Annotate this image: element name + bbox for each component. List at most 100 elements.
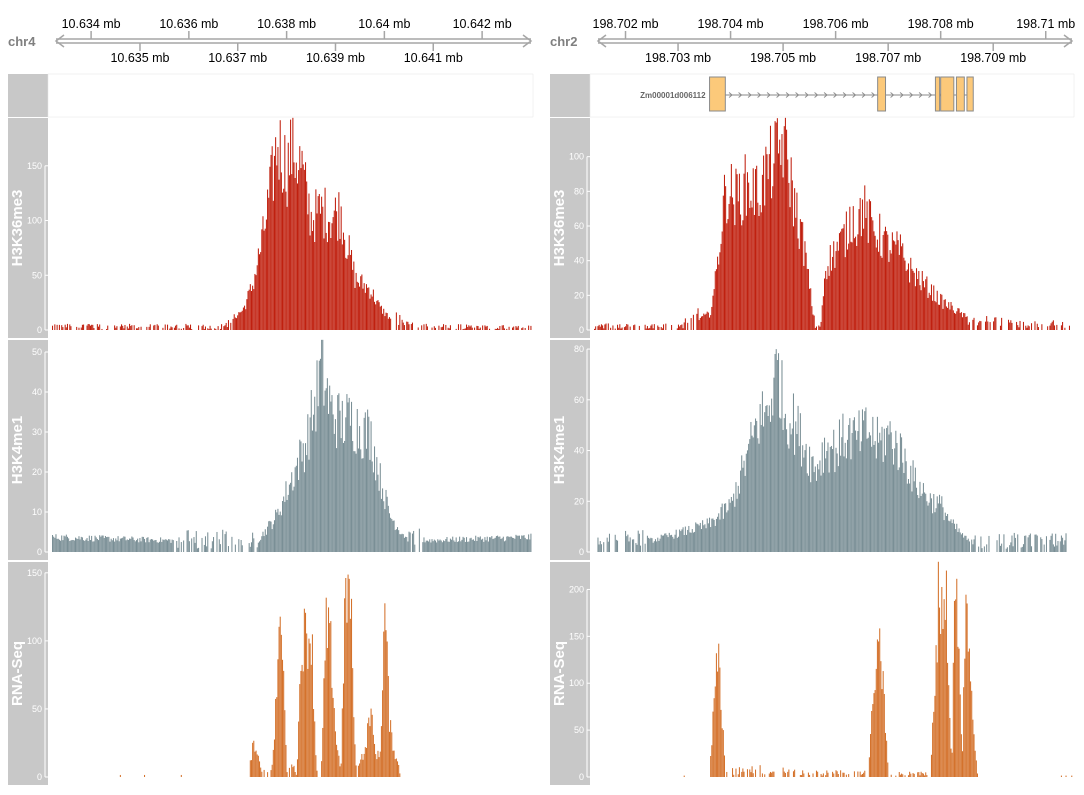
- signal-bar: [499, 326, 501, 330]
- signal-bar: [767, 179, 769, 330]
- signal-bar: [123, 536, 125, 552]
- signal-bar: [384, 603, 386, 777]
- signal-bar: [468, 541, 470, 552]
- signal-bar: [69, 541, 71, 552]
- y-tick-label: 20: [32, 467, 42, 477]
- signal-bar: [710, 315, 712, 330]
- signal-bar: [183, 540, 185, 552]
- signal-bar: [783, 418, 785, 552]
- signal-bar: [899, 234, 901, 330]
- signal-bar: [968, 541, 970, 552]
- signal-bar: [918, 271, 920, 330]
- signal-bar: [449, 325, 451, 330]
- signal-bar: [691, 529, 693, 552]
- y-tick-label: 20: [574, 496, 584, 506]
- signal-bar: [460, 324, 462, 330]
- signal-bar: [494, 328, 496, 330]
- signal-bar: [354, 744, 356, 777]
- signal-bar: [832, 256, 834, 330]
- signal-bar: [429, 539, 431, 552]
- signal-bar: [653, 541, 655, 552]
- signal-bar: [114, 541, 116, 552]
- signal-bar: [780, 418, 782, 552]
- signal-bar: [967, 538, 969, 552]
- signal-bar: [840, 455, 842, 552]
- signal-bar: [874, 690, 876, 777]
- signal-bar: [721, 728, 723, 777]
- signal-bar: [186, 530, 188, 552]
- signal-bar: [530, 325, 532, 330]
- signal-bar: [305, 443, 307, 552]
- signal-bar: [459, 536, 461, 552]
- signal-bar: [768, 405, 770, 552]
- signal-bar: [895, 244, 897, 330]
- signal-bar: [156, 324, 158, 330]
- signal-bar: [922, 483, 924, 552]
- signal-bar: [119, 774, 121, 777]
- signal-bar: [796, 192, 798, 330]
- tick-label: 198.705 mb: [750, 51, 816, 65]
- signal-bar: [154, 540, 156, 552]
- signal-bar: [1017, 534, 1019, 552]
- signal-bar: [264, 228, 266, 330]
- signal-bar: [380, 498, 382, 552]
- signal-bar: [772, 415, 774, 552]
- signal-bar: [180, 328, 182, 330]
- signal-bar: [904, 260, 906, 330]
- y-tick-label: 0: [37, 772, 42, 782]
- signal-bar: [760, 212, 762, 330]
- signal-bar: [353, 451, 355, 552]
- signal-bar: [449, 538, 451, 552]
- signal-bar: [933, 711, 935, 777]
- track-title-panel: [550, 118, 590, 338]
- signal-bar: [1006, 547, 1008, 552]
- signal-bar: [700, 529, 702, 552]
- signal-bar: [973, 317, 975, 330]
- signal-bar: [431, 539, 433, 552]
- signal-bar: [672, 536, 674, 552]
- signal-bar: [522, 327, 524, 330]
- signal-bar: [852, 206, 854, 330]
- y-tick-label: 0: [579, 547, 584, 557]
- signal-bar: [753, 425, 755, 552]
- signal-bar: [53, 536, 55, 552]
- signal-bar: [254, 273, 256, 330]
- signal-bar: [966, 316, 968, 330]
- signal-bar: [295, 774, 297, 777]
- signal-bar: [378, 490, 380, 552]
- gene-track-title-panel: [8, 74, 48, 117]
- track-plot-area: [590, 562, 1074, 785]
- signal-bar: [91, 535, 93, 552]
- signal-bar: [328, 607, 330, 777]
- signal-bar: [443, 540, 445, 552]
- signal-bar: [887, 234, 889, 330]
- signal-bar: [336, 744, 338, 777]
- signal-bar: [277, 147, 279, 330]
- signal-bar: [773, 771, 775, 777]
- signal-bar: [187, 325, 189, 330]
- signal-bar: [944, 299, 946, 330]
- signal-bar: [331, 395, 333, 552]
- signal-bar: [92, 541, 94, 552]
- signal-bar: [698, 320, 700, 330]
- signal-bar: [186, 325, 188, 330]
- signal-bar: [967, 324, 969, 330]
- signal-bar: [933, 285, 935, 330]
- signal-bar: [644, 324, 646, 330]
- signal-bar: [952, 310, 954, 330]
- signal-bar: [111, 540, 113, 552]
- signal-bar: [276, 512, 278, 552]
- signal-bar: [858, 410, 860, 552]
- signal-bar: [921, 270, 923, 330]
- signal-bar: [758, 443, 760, 552]
- signal-bar: [295, 162, 297, 330]
- strand-arrow: [899, 92, 904, 98]
- signal-bar: [171, 327, 173, 330]
- signal-bar: [1060, 325, 1062, 330]
- signal-bar: [364, 412, 366, 552]
- signal-bar: [293, 486, 295, 552]
- signal-bar: [352, 668, 354, 777]
- signal-bar: [999, 325, 1001, 330]
